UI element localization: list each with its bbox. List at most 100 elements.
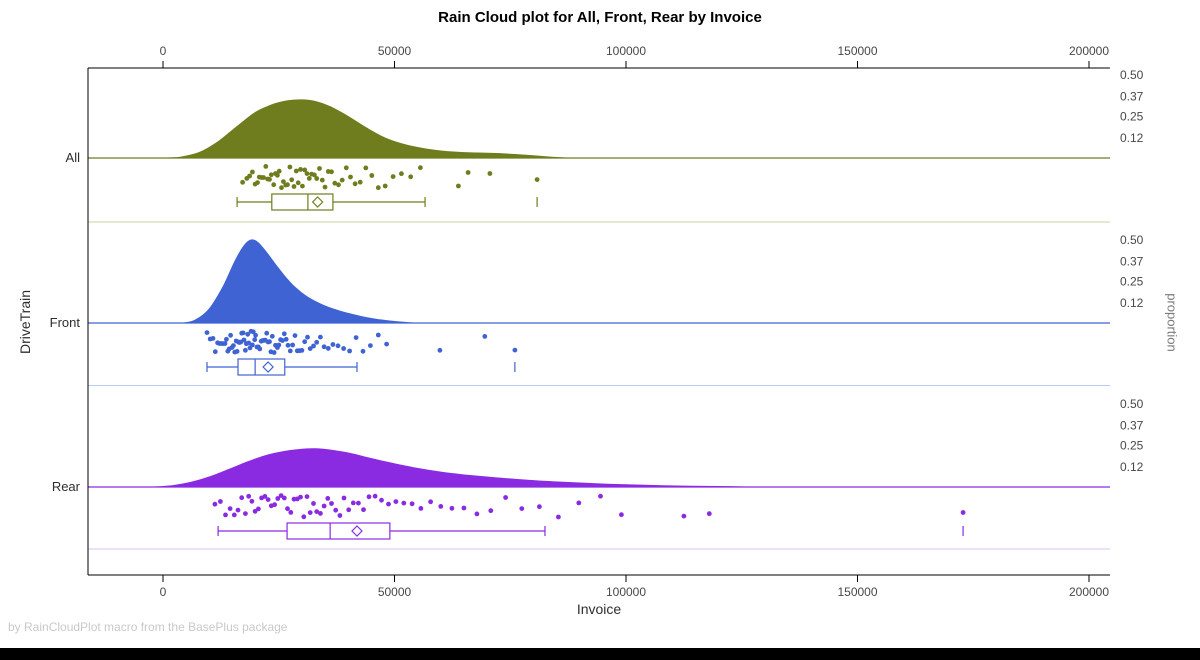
rain-point: [556, 514, 561, 520]
x-tick-label-top: 50000: [378, 44, 412, 58]
rain-point: [239, 495, 245, 501]
rain-point: [336, 182, 341, 188]
rain-point: [314, 176, 320, 181]
rain-point: [301, 514, 307, 520]
rain-point: [314, 509, 320, 514]
rain-point: [519, 506, 525, 511]
rain-point: [276, 168, 282, 174]
rain-point: [321, 503, 327, 509]
proportion-tick-label: 0.37: [1120, 255, 1144, 269]
rain-point: [288, 510, 294, 515]
rain-point: [285, 182, 290, 188]
box-plot-all: [236, 193, 538, 211]
rain-point: [247, 173, 253, 179]
rain-point: [312, 172, 317, 178]
mean-diamond: [311, 196, 324, 208]
rain-point: [222, 341, 228, 346]
rain-point: [302, 339, 308, 345]
box-iqr: [237, 358, 286, 376]
rain-point: [305, 334, 310, 340]
rain-point: [438, 504, 444, 509]
rain-point: [317, 166, 322, 171]
rain-point: [503, 495, 508, 500]
rain-point: [212, 501, 218, 507]
rain-point: [241, 337, 247, 343]
proportion-tick-label: 0.50: [1120, 68, 1144, 82]
rain-point: [243, 511, 248, 516]
y2-axis-label: proportion: [1164, 293, 1180, 352]
rain-point: [307, 510, 313, 515]
proportion-tick-label: 0.50: [1120, 233, 1144, 247]
rain-point: [300, 183, 305, 189]
rain-point: [332, 180, 338, 186]
rain-point: [368, 343, 373, 348]
rain-point: [293, 168, 299, 174]
rain-point: [401, 500, 407, 506]
rain-point: [275, 496, 281, 501]
rain-point: [281, 331, 287, 337]
proportion-tick-label: 0.25: [1120, 439, 1144, 453]
rain-point: [357, 179, 363, 185]
rain-point: [598, 493, 603, 499]
rain-point: [418, 165, 423, 171]
footer-credit: by RainCloudPlot macro from the BasePlus…: [8, 620, 288, 634]
rain-point: [390, 174, 396, 180]
rain-point: [306, 176, 312, 181]
x-tick-label-top: 100000: [606, 44, 646, 58]
proportion-tick-label: 0.25: [1120, 110, 1144, 124]
rain-point: [264, 330, 270, 336]
rain-point: [576, 500, 582, 506]
box-iqr: [286, 522, 391, 540]
rain-point: [366, 494, 372, 500]
rain-point: [534, 177, 540, 183]
rain-point: [353, 335, 359, 340]
rain-point: [537, 504, 542, 510]
rain-point: [245, 331, 251, 337]
rain-point: [289, 177, 295, 183]
rain-point: [256, 506, 261, 512]
rain-point: [246, 340, 252, 346]
rain-point: [276, 342, 282, 348]
density-curve-rear: [153, 448, 747, 488]
rain-point: [311, 501, 316, 506]
rain-point: [339, 177, 345, 183]
rain-point: [386, 501, 391, 507]
rain-point: [681, 513, 687, 519]
mean-diamond: [262, 361, 274, 373]
rain-point: [474, 511, 480, 517]
rain-point: [262, 494, 268, 499]
rain-point: [341, 346, 346, 351]
rain-point: [250, 342, 255, 348]
x-tick-label-top: 150000: [837, 44, 877, 58]
rain-point: [343, 165, 349, 171]
rain-point: [255, 180, 260, 186]
rain-point: [243, 347, 248, 353]
rain-point: [318, 511, 323, 516]
x-tick-label-bottom: 100000: [606, 585, 646, 599]
rain-point: [311, 343, 316, 349]
proportion-tick-label: 0.12: [1120, 131, 1144, 145]
proportion-tick-label: 0.37: [1120, 419, 1144, 433]
rain-point: [281, 179, 286, 185]
rain-point: [304, 494, 310, 499]
proportion-tick-label: 0.37: [1120, 90, 1144, 104]
bottom-bar: [0, 648, 1200, 660]
rain-point: [330, 342, 336, 347]
rain-point: [360, 348, 366, 354]
proportion-tick-label: 0.12: [1120, 296, 1144, 310]
rain-point: [325, 496, 331, 501]
rain-point: [399, 171, 404, 177]
rain-point: [363, 165, 369, 171]
rain-point: [267, 177, 272, 182]
rain-point: [228, 332, 234, 338]
rain-point: [246, 493, 252, 499]
rain-point: [279, 185, 284, 191]
rain-point: [224, 336, 229, 342]
rain-point: [409, 501, 415, 507]
rain-point: [252, 337, 258, 343]
rain-point: [250, 169, 255, 175]
x-tick-label-bottom: 150000: [837, 585, 877, 599]
rain-point: [333, 507, 339, 513]
rain-point: [346, 507, 352, 513]
